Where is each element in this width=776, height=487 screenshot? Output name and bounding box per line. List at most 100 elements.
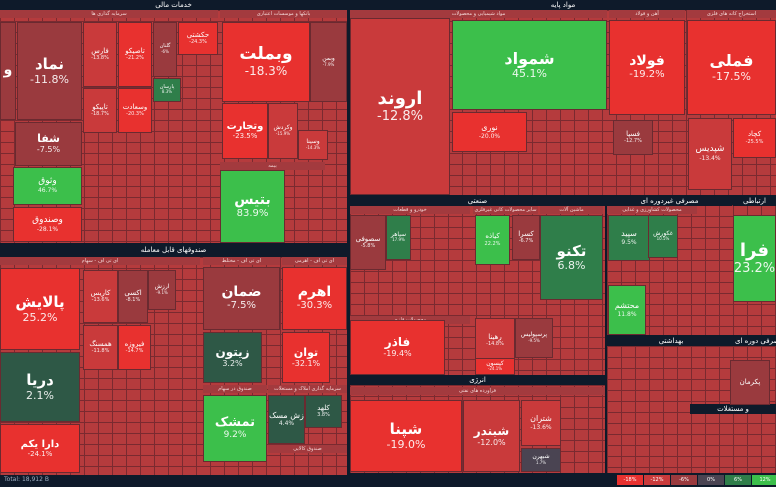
stock-tile[interactable]: وبمن -7.9% — [310, 22, 347, 102]
stock-change: 11.8% — [617, 310, 637, 318]
stock-tile[interactable]: ارزش -9.1% — [148, 270, 176, 310]
stock-change: 9.2% — [223, 430, 247, 441]
stock-change: 9.5% — [621, 238, 637, 246]
stock-tile[interactable]: بتیس 83.9% — [220, 170, 285, 243]
stock-tile[interactable]: اهرم -30.3% — [282, 267, 347, 330]
stock-tile[interactable]: اکسی -8.1% — [118, 270, 148, 323]
stock-tile[interactable]: کاریس -13.6% — [83, 270, 118, 323]
stock-tile[interactable]: وکردش -15.9% — [268, 103, 298, 159]
stock-symbol: حکشتی — [186, 30, 210, 39]
stock-symbol: تاپیکو — [92, 102, 108, 111]
stock-tile[interactable]: تاپیکو -18.7% — [83, 88, 117, 133]
stock-change: -30.3% — [296, 300, 333, 312]
stock-change: -18.3% — [244, 64, 288, 79]
stock-tile[interactable]: فاذر -19.4% — [350, 320, 445, 375]
stock-symbol: و — [3, 62, 13, 79]
stock-tile[interactable]: شپنا -19.0% — [350, 400, 462, 472]
sector-header: خدمات مالی — [0, 0, 347, 10]
stock-tile[interactable]: پارسان 8.3% — [153, 78, 181, 102]
stock-symbol: شبندر — [473, 423, 510, 438]
stock-tile[interactable]: کسرا -6.7% — [512, 215, 540, 260]
stock-change: -18.7% — [91, 111, 109, 118]
stock-tile[interactable]: نوری -20.0% — [452, 112, 527, 152]
stock-tile[interactable]: محتشم 11.8% — [608, 285, 646, 335]
stock-tile[interactable]: شمواد 45.1% — [452, 20, 607, 110]
stock-tile[interactable]: فارس -13.8% — [83, 22, 117, 87]
stock-change: -5.8% — [360, 243, 376, 250]
stock-change: 4.4% — [278, 420, 295, 428]
subsector-header: استخراج کانه های فلزی — [687, 10, 776, 18]
stock-change: -7.9% — [322, 61, 335, 67]
stock-change: -13.6% — [91, 297, 110, 304]
stock-tile[interactable]: کلهد 3.8% — [305, 395, 342, 428]
stock-tile[interactable]: شبندر -12.0% — [463, 400, 520, 472]
stock-tile[interactable]: ضمان -7.5% — [203, 267, 280, 330]
subsector-header: فراورده های نفتی — [350, 387, 605, 395]
legend-swatch: 12% — [752, 475, 776, 485]
stock-symbol: وبملت — [239, 44, 293, 65]
stock-tile[interactable]: دریا 2.1% — [0, 352, 80, 422]
stock-symbol: شپنا — [389, 420, 423, 439]
stock-tile[interactable]: شفا -7.5% — [15, 122, 82, 166]
stock-tile[interactable]: کیسون -24.1% — [475, 358, 515, 375]
stock-symbol: وثوق — [38, 176, 57, 187]
stock-tile[interactable]: وصندوق -28.1% — [13, 207, 82, 242]
stock-tile[interactable]: سصوفی -5.8% — [350, 215, 386, 270]
stock-change: 1.7% — [535, 459, 547, 465]
stock-symbol: نماد — [34, 55, 65, 74]
stock-tile[interactable]: وثوق 46.7% — [13, 167, 82, 205]
stock-tile[interactable]: پرسپولیس -9.5% — [515, 318, 553, 358]
stock-symbol: سیاهر — [390, 230, 407, 238]
stock-change: -11.8% — [30, 72, 69, 86]
stock-tile[interactable]: زش مسک 4.4% — [268, 395, 305, 444]
stock-tile[interactable]: فیروزه -14.7% — [118, 325, 151, 370]
stock-change: -17.5% — [712, 69, 751, 83]
stock-tile[interactable]: پالایش 25.2% — [0, 268, 80, 350]
stock-change: -14.7% — [125, 348, 144, 355]
stock-tile[interactable]: فسپا -12.7% — [613, 120, 653, 155]
stock-change: 6.8% — [557, 259, 586, 273]
stock-tile[interactable]: گلنان -6% — [153, 22, 177, 77]
stock-tile[interactable]: شپدیس -13.4% — [688, 118, 732, 190]
stock-tile[interactable]: تمشک 9.2% — [203, 395, 267, 462]
stock-change: -6.7% — [518, 238, 534, 245]
stock-tile[interactable]: فملی -17.5% — [687, 20, 776, 115]
stock-change: -19.4% — [383, 349, 412, 359]
stock-change: -24.3% — [189, 39, 207, 46]
stock-tile[interactable]: سیاهر 17.9% — [386, 215, 411, 260]
stock-tile[interactable]: حکشتی -24.3% — [178, 22, 218, 55]
stock-tile[interactable]: کیاذه 22.2% — [475, 215, 510, 265]
stock-tile[interactable]: فرا 23.2% — [733, 215, 776, 302]
stock-change: -24.1% — [487, 366, 503, 372]
stock-symbol: بتیس — [234, 191, 271, 208]
stock-tile[interactable]: اروند -12.8% — [350, 18, 450, 195]
stock-symbol: فارس — [91, 46, 109, 55]
stock-tile[interactable]: وبملت -18.3% — [222, 22, 310, 102]
total-value: Total: 18,912 B — [4, 476, 49, 483]
stock-tile[interactable]: کچاد -25.5% — [733, 118, 776, 158]
stock-tile[interactable]: تاصیکو -21.2% — [118, 22, 152, 87]
subsector-header: صندوق در سهام — [203, 385, 267, 393]
stock-tile[interactable]: و — [0, 22, 16, 120]
stock-tile[interactable]: پکرمان — [730, 360, 770, 405]
stock-tile[interactable]: وسعادت -20.3% — [118, 88, 152, 133]
stock-symbol: کاریس — [90, 288, 111, 297]
stock-tile[interactable]: تکنو 6.8% — [540, 215, 603, 300]
stock-tile[interactable]: نماد -11.8% — [17, 22, 82, 120]
stock-tile[interactable]: همسنگ -11.8% — [83, 325, 118, 370]
stock-tile[interactable]: توان -32.1% — [282, 332, 330, 383]
stock-tile[interactable]: فولاد -19.2% — [609, 20, 685, 115]
stock-tile[interactable]: وتجارت -23.5% — [222, 103, 268, 159]
stock-tile[interactable]: رهینا -14.8% — [475, 318, 515, 363]
stock-tile[interactable]: زیتون 3.2% — [203, 332, 262, 383]
stock-tile[interactable]: شتران -13.6% — [521, 400, 561, 446]
stock-tile[interactable]: وسینا -14.3% — [298, 130, 328, 160]
stock-tile[interactable]: غکورش 10.5% — [648, 215, 678, 258]
stock-tile[interactable]: دارا یکم -24.1% — [0, 424, 80, 473]
stock-symbol: دارا یکم — [20, 438, 60, 450]
stock-tile[interactable]: شبهرن 1.7% — [521, 448, 561, 472]
stock-symbol: کچاد — [747, 130, 762, 139]
stock-symbol: وصندوق — [32, 214, 63, 225]
subsector-header: صندوق کالایی — [268, 445, 347, 453]
stock-tile[interactable]: سپید 9.5% — [608, 215, 650, 261]
